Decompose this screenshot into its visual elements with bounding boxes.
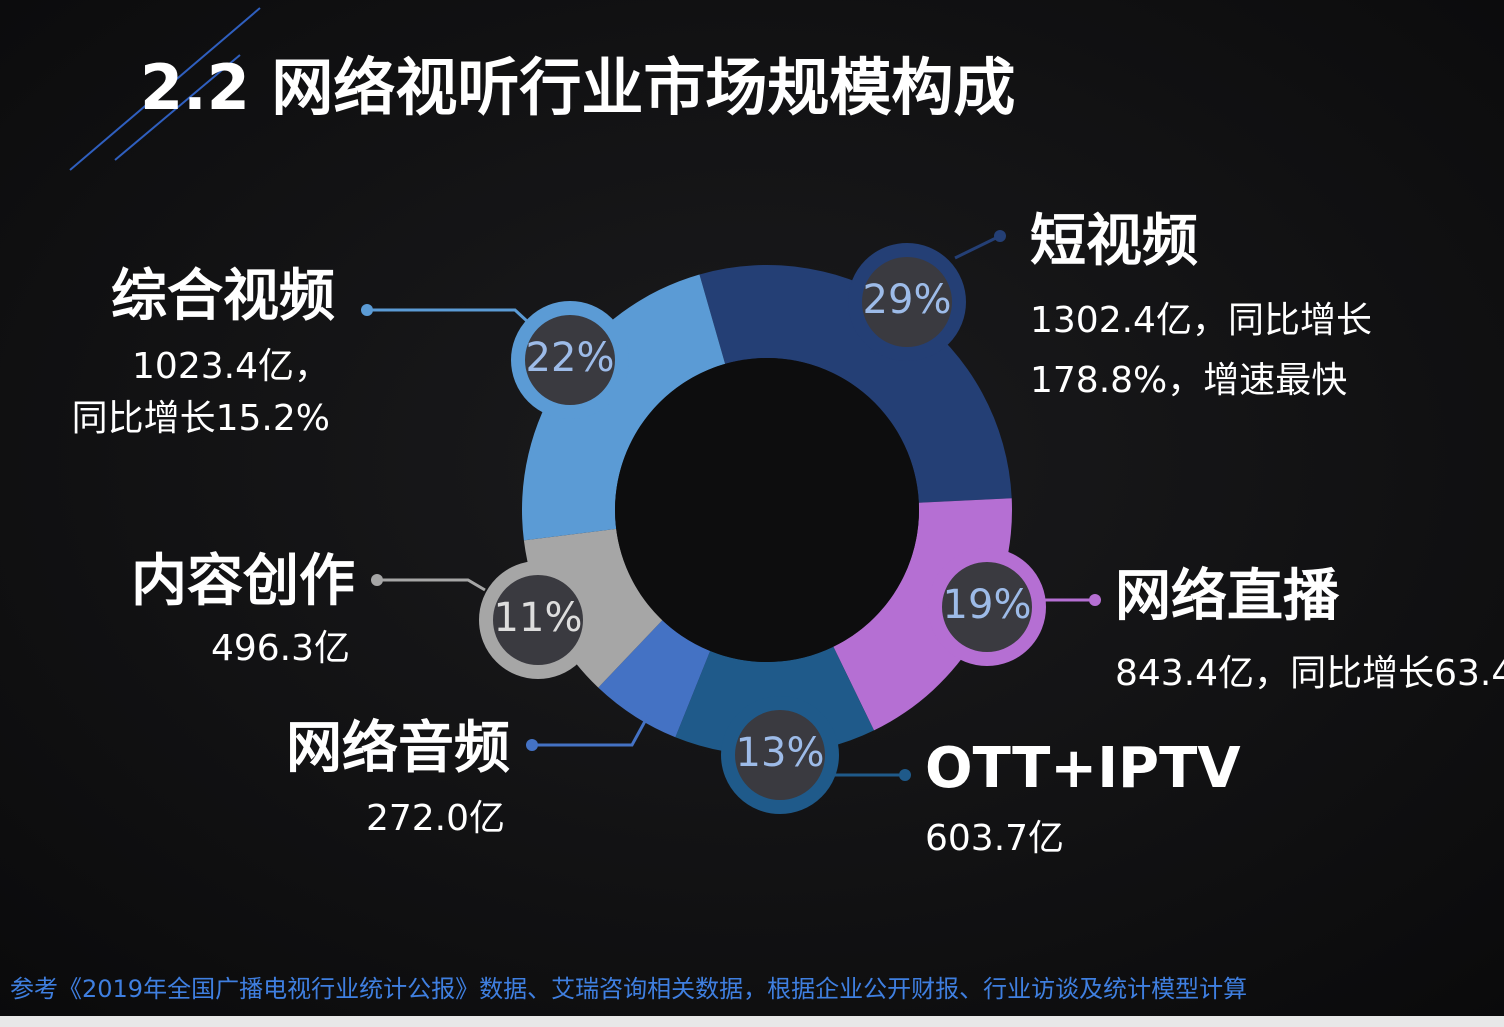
footnote: 参考《2019年全国广播电视行业统计公报》数据、艾瑞咨询相关数据，根据企业公开财… — [10, 975, 1247, 1003]
value-label: 1023.4亿 — [132, 346, 294, 387]
category-label: 短视频 — [1030, 209, 1198, 274]
percent-bubble — [928, 548, 1046, 666]
donut-slice — [598, 620, 711, 738]
donut-hole — [615, 358, 919, 662]
detail: 同比增长15.2% — [72, 398, 330, 439]
percent-bubble — [848, 243, 966, 361]
value-label: 603.7亿 — [925, 818, 1064, 859]
percent-label: 11% — [494, 595, 583, 641]
percent-label: 22% — [526, 335, 615, 381]
bottom-bar — [0, 1016, 1504, 1027]
leader-line — [377, 578, 486, 592]
title: 2.2 网络视听行业市场规模构成 — [140, 51, 1015, 124]
category-label: 网络音频 — [286, 716, 510, 781]
detail: ，同比增长 — [1192, 300, 1372, 341]
decor-line — [114, 54, 241, 161]
value-label: 843.4亿 — [1115, 653, 1254, 694]
leader-dot — [371, 574, 383, 586]
donut-slice — [522, 274, 726, 541]
value-label: 272.0亿 — [366, 798, 505, 839]
detail: 178.8%，增速最快 — [1030, 360, 1347, 401]
value-line: 603.7亿 — [925, 818, 1064, 859]
leader-line — [367, 308, 530, 324]
detail: ，同比增长63.4% — [1254, 653, 1504, 694]
value-label: 496.3亿 — [211, 628, 350, 669]
leader-dot — [899, 769, 911, 781]
category-label: 网络直播 — [1115, 564, 1340, 629]
leader-line — [954, 234, 1001, 260]
percent-bubble — [479, 561, 597, 679]
category-label: OTT+IPTV — [925, 736, 1241, 801]
percent-label: 13% — [736, 730, 825, 776]
leader-dot — [361, 304, 373, 316]
decor-line — [69, 7, 261, 171]
leader-dot — [526, 739, 538, 751]
value-line: 843.4亿，同比增长63.4% — [1115, 653, 1504, 694]
detail: ， — [294, 346, 330, 387]
donut-slice — [699, 265, 1012, 503]
percent-label: 29% — [863, 277, 952, 323]
percent-label: 19% — [943, 582, 1032, 628]
category-label: 综合视频 — [111, 264, 335, 329]
category-label: 内容创作 — [131, 549, 355, 614]
value-line: 496.3亿 — [211, 628, 350, 669]
leader-dot — [1089, 594, 1101, 606]
leader-line — [532, 711, 652, 747]
percent-bubble — [511, 301, 629, 419]
value-line: 272.0亿 — [366, 798, 505, 839]
percent-bubble — [721, 696, 839, 814]
value-line: 1023.4亿， — [132, 346, 330, 387]
value-label: 1302.4亿 — [1030, 300, 1192, 341]
value-line: 1302.4亿，同比增长 — [1030, 300, 1372, 341]
leader-dot — [994, 230, 1006, 242]
